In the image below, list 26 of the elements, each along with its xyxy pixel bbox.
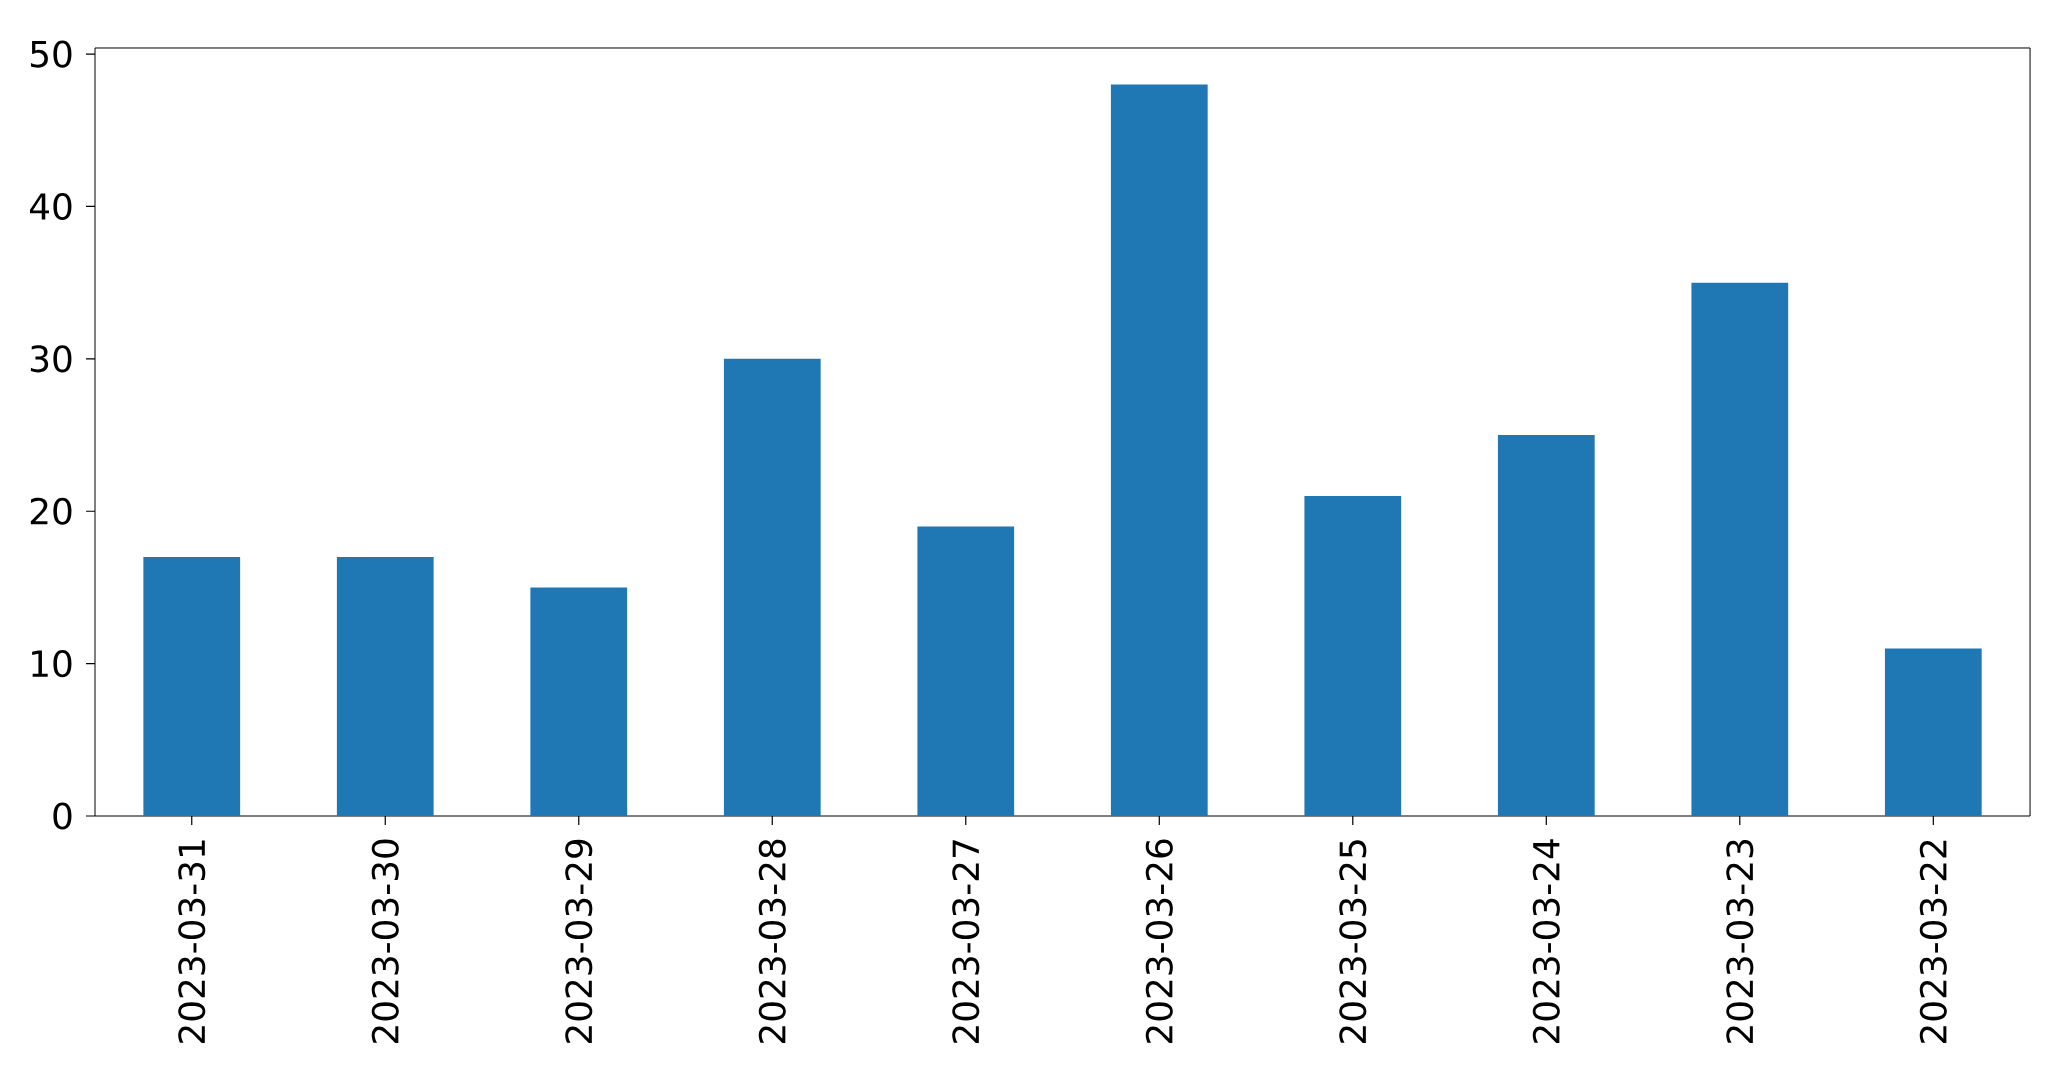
bar: [1497, 435, 1595, 816]
y-tick-label: 10: [32, 650, 72, 678]
bar: [336, 556, 434, 816]
bar: [723, 358, 821, 816]
bar: [917, 526, 1015, 816]
x-tick-label: 2023-03-26: [1145, 839, 1173, 1043]
bar: [1691, 282, 1789, 816]
y-tick-label: 0: [53, 802, 72, 830]
x-tick-label: 2023-03-24: [1532, 839, 1560, 1043]
bar: [1884, 648, 1982, 816]
bar: [143, 556, 241, 816]
x-tick-label: 2023-03-23: [1726, 840, 1754, 1043]
bar: [1304, 496, 1402, 816]
y-tick-label: 50: [30, 40, 72, 68]
bar: [1110, 84, 1208, 816]
x-tick-label: 2023-03-25: [1339, 840, 1367, 1043]
x-tick-label: 2023-03-28: [758, 839, 786, 1043]
x-tick-label: 2023-03-27: [952, 840, 980, 1043]
y-tick-label: 40: [29, 192, 72, 221]
y-tick-label: 20: [30, 497, 72, 525]
x-tick-label: 2023-03-31: [178, 840, 206, 1043]
bar: [530, 587, 628, 816]
x-tick-label: 2023-03-29: [565, 839, 593, 1043]
y-tick-label: 30: [30, 345, 72, 373]
x-tick-label: 2023-03-30: [371, 839, 399, 1043]
x-tick-label: 2023-03-22: [1919, 840, 1947, 1043]
